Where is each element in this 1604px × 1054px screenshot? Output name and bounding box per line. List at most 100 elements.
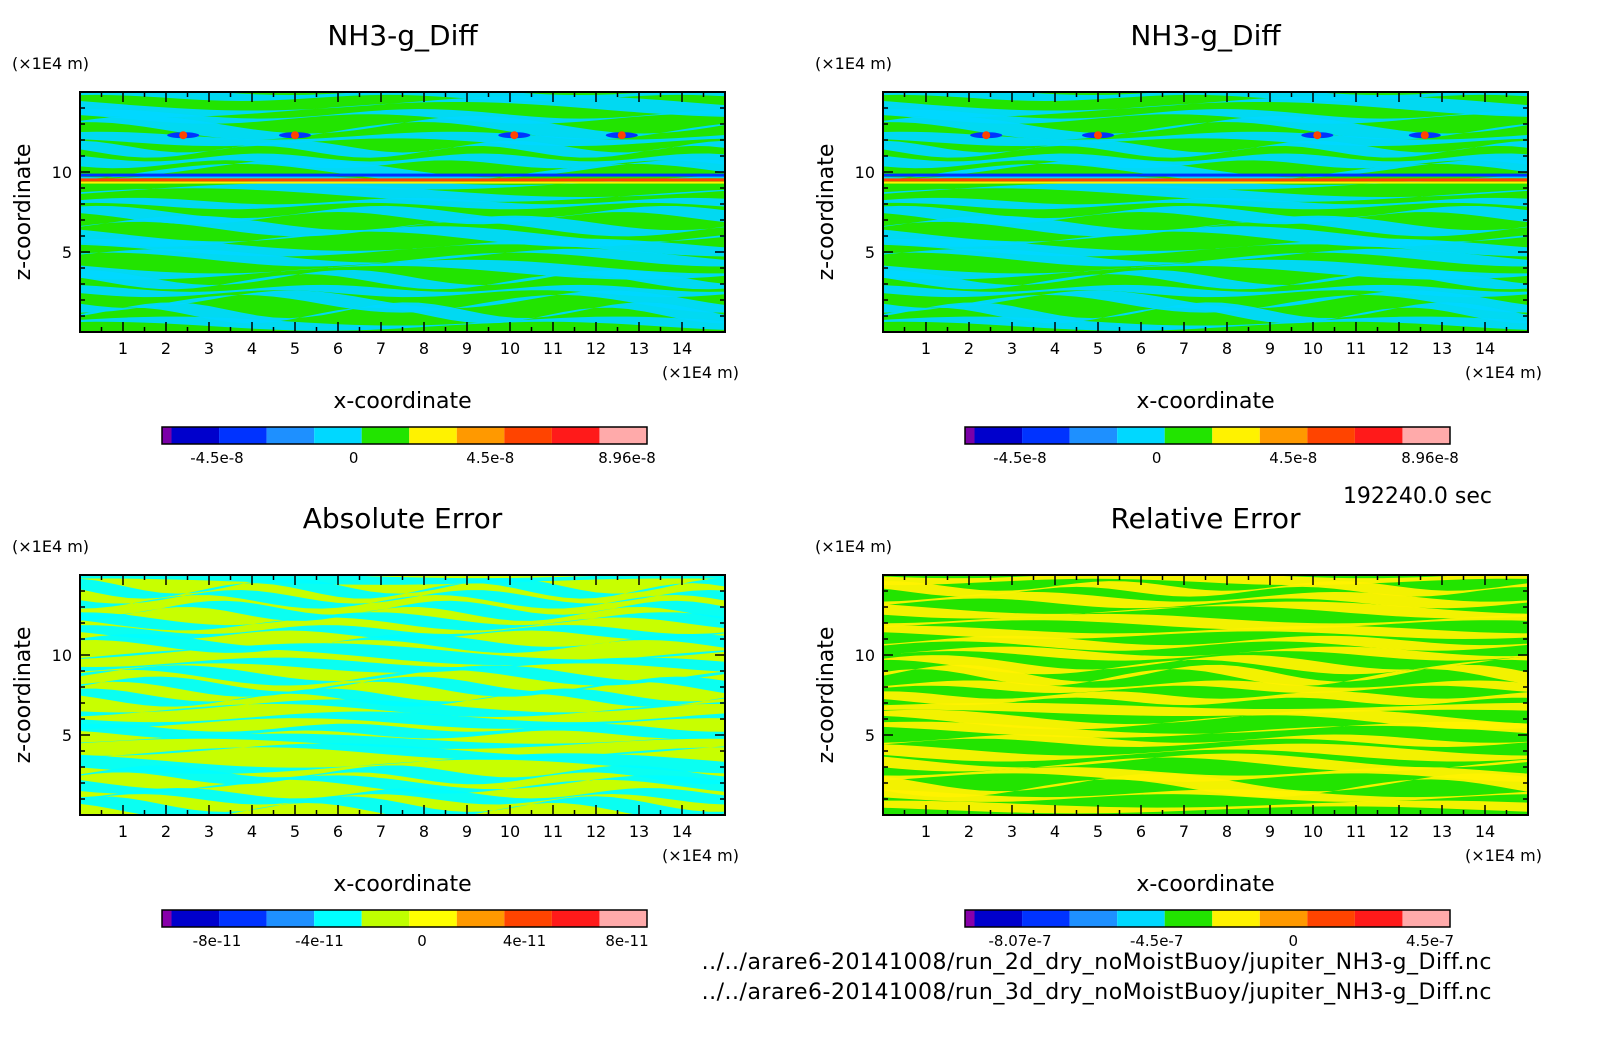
file-path-1: ../../arare6-20141008/run_2d_dry_noMoist… xyxy=(701,950,1492,975)
time-label: 192240.0 sec xyxy=(1342,484,1492,509)
x-tick-label: 11 xyxy=(543,822,563,841)
colorbar-swatch xyxy=(1022,910,1070,927)
x-tick-label: 13 xyxy=(629,339,649,358)
y-tick-label: 5 xyxy=(62,243,72,262)
x-tick-label: 14 xyxy=(1475,822,1495,841)
colorbar-swatch xyxy=(1069,910,1118,927)
x-tick-label: 4 xyxy=(1050,822,1060,841)
x-tick-label: 1 xyxy=(118,822,128,841)
colorbar-label: -4.5e-8 xyxy=(190,449,243,467)
colorbar-swatch xyxy=(974,427,1023,444)
y-tick-label: 10 xyxy=(855,646,875,665)
file-path-2: ../../arare6-20141008/run_3d_dry_noMoist… xyxy=(701,980,1492,1005)
colorbar-label: 4.5e-8 xyxy=(466,449,514,467)
x-tick-label: 11 xyxy=(543,339,563,358)
x-tick-label: 8 xyxy=(1222,339,1232,358)
colorbar-label: -4.5e-8 xyxy=(993,449,1046,467)
colorbar-swatch xyxy=(162,427,172,444)
x-tick-label: 7 xyxy=(376,339,386,358)
x-tick-label: 11 xyxy=(1346,822,1366,841)
chart-panel-2: NH3-g_Diff (×1E4 m) (×1E4 m) x-coordinate z-… xyxy=(814,19,1542,467)
colorbar-swatch xyxy=(266,910,315,927)
x-tick-label: 10 xyxy=(500,339,520,358)
colorbar-swatch xyxy=(409,910,457,927)
x-tick-label: 2 xyxy=(964,822,974,841)
colorbar-swatch xyxy=(974,910,1023,927)
y-axis-label: z-coordinate xyxy=(11,144,36,281)
x-tick-label: 5 xyxy=(1093,822,1103,841)
y-axis-label: z-coordinate xyxy=(814,627,839,764)
colorbar-label: 4e-11 xyxy=(503,932,546,950)
x-tick-label: 1 xyxy=(921,822,931,841)
colorbar-label: 8.96e-8 xyxy=(1401,449,1459,467)
chart-title: Absolute Error xyxy=(303,502,503,535)
x-tick-label: 7 xyxy=(1179,339,1189,358)
colorbar-swatch xyxy=(171,427,220,444)
x-tick-label: 8 xyxy=(419,822,429,841)
x-tick-label: 2 xyxy=(161,339,171,358)
chart-panel-4: Relative Error (×1E4 m) (×1E4 m) x-coordina… xyxy=(814,502,1542,950)
colorbar-swatch xyxy=(409,427,457,444)
colorbar-swatch xyxy=(162,910,172,927)
x-tick-label: 3 xyxy=(1007,822,1017,841)
colorbar-label: -4e-11 xyxy=(295,932,344,950)
colorbar-swatch xyxy=(171,910,220,927)
x-tick-label: 1 xyxy=(118,339,128,358)
colorbar-swatch xyxy=(1164,427,1213,444)
x-tick-label: 4 xyxy=(247,339,257,358)
colorbar-label: 8.96e-8 xyxy=(598,449,656,467)
colorbar-swatch xyxy=(1402,910,1450,927)
y-axis-label: z-coordinate xyxy=(11,627,36,764)
colorbar-swatch xyxy=(219,427,267,444)
colorbar-swatch xyxy=(965,427,975,444)
colorbar-swatch xyxy=(1164,910,1213,927)
colorbar-label: 0 xyxy=(1152,449,1162,467)
x-tick-label: 4 xyxy=(1050,339,1060,358)
colorbar-swatch xyxy=(1117,910,1165,927)
colorbar-swatch xyxy=(1307,427,1355,444)
colorbar-frame xyxy=(161,426,648,445)
x-tick-label: 2 xyxy=(964,339,974,358)
colorbar-swatch xyxy=(551,910,600,927)
y-tick-label: 10 xyxy=(855,163,875,182)
x-tick-label: 1 xyxy=(921,339,931,358)
x-tick-label: 6 xyxy=(1136,822,1146,841)
x-tick-label: 4 xyxy=(247,822,257,841)
x-tick-label: 8 xyxy=(419,339,429,358)
heatmap-field xyxy=(80,575,725,815)
colorbar-swatch xyxy=(599,427,647,444)
colorbar-swatch xyxy=(1259,910,1308,927)
x-tick-label: 5 xyxy=(290,822,300,841)
colorbar-swatch xyxy=(1022,427,1070,444)
colorbar-swatch xyxy=(1354,910,1403,927)
colorbar-label: 0 xyxy=(417,932,427,950)
x-tick-label: 13 xyxy=(629,822,649,841)
x-tick-label: 10 xyxy=(500,822,520,841)
y-axis-unit: (×1E4 m) xyxy=(12,537,89,556)
y-tick-label: 5 xyxy=(62,726,72,745)
x-tick-label: 10 xyxy=(1303,339,1323,358)
x-tick-label: 5 xyxy=(1093,339,1103,358)
chart-title: Relative Error xyxy=(1110,502,1301,535)
y-tick-label: 10 xyxy=(52,646,72,665)
x-tick-label: 12 xyxy=(1389,822,1409,841)
x-tick-label: 9 xyxy=(462,822,472,841)
colorbar-label: 8e-11 xyxy=(605,932,648,950)
colorbar-swatch xyxy=(456,427,505,444)
colorbar-swatch xyxy=(599,910,647,927)
colorbar-swatch xyxy=(1212,427,1260,444)
y-tick-label: 10 xyxy=(52,163,72,182)
colorbar-frame xyxy=(161,909,648,928)
x-tick-label: 9 xyxy=(462,339,472,358)
colorbar-swatch xyxy=(965,910,975,927)
y-axis-unit: (×1E4 m) xyxy=(12,54,89,73)
x-tick-label: 14 xyxy=(672,339,692,358)
y-axis-label: z-coordinate xyxy=(814,144,839,281)
x-axis-unit: (×1E4 m) xyxy=(1465,363,1542,382)
x-tick-label: 13 xyxy=(1432,339,1452,358)
x-tick-label: 9 xyxy=(1265,339,1275,358)
heatmap-field xyxy=(883,575,1528,815)
x-axis-label: x-coordinate xyxy=(1136,389,1274,414)
x-axis-label: x-coordinate xyxy=(333,389,471,414)
colorbar-frame xyxy=(964,909,1451,928)
